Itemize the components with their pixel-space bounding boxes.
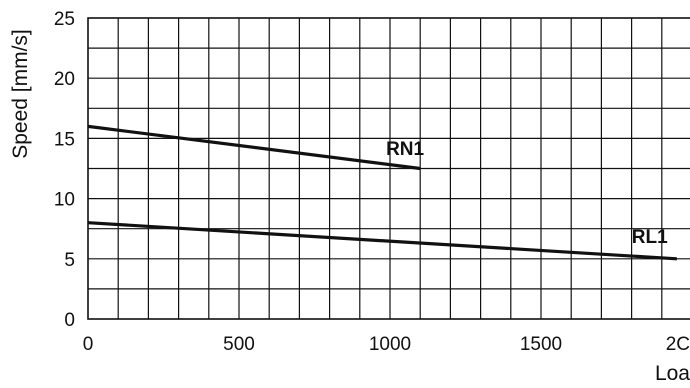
x-tick-label: 2C bbox=[666, 334, 690, 355]
plot-frame bbox=[87, 17, 690, 320]
x-tick-label: 500 bbox=[223, 334, 255, 355]
y-tick-label: 5 bbox=[64, 250, 75, 271]
y-tick-label: 15 bbox=[54, 129, 75, 150]
series-label-rn1: RN1 bbox=[386, 139, 424, 160]
series-lines: RN1 RL1 bbox=[87, 124, 677, 261]
series-line-rl1 bbox=[87, 221, 677, 261]
x-tick-label: 1000 bbox=[369, 334, 411, 355]
x-axis-title: Loa bbox=[655, 362, 690, 385]
y-tick-label: 25 bbox=[54, 9, 75, 30]
grid bbox=[88, 18, 690, 319]
y-axis-title: Speed [mm/s] bbox=[9, 29, 32, 159]
series-line-rn1 bbox=[87, 124, 421, 171]
y-tick-label: 0 bbox=[64, 310, 75, 331]
y-tick-label: 10 bbox=[54, 190, 75, 211]
y-tick-label: 20 bbox=[54, 69, 75, 90]
tick-labels: 0 5 10 15 20 25 0 500 1000 1500 2C bbox=[54, 9, 690, 355]
series-label-rl1: RL1 bbox=[632, 227, 668, 248]
x-tick-label: 1500 bbox=[520, 334, 562, 355]
x-tick-label: 0 bbox=[83, 334, 94, 355]
